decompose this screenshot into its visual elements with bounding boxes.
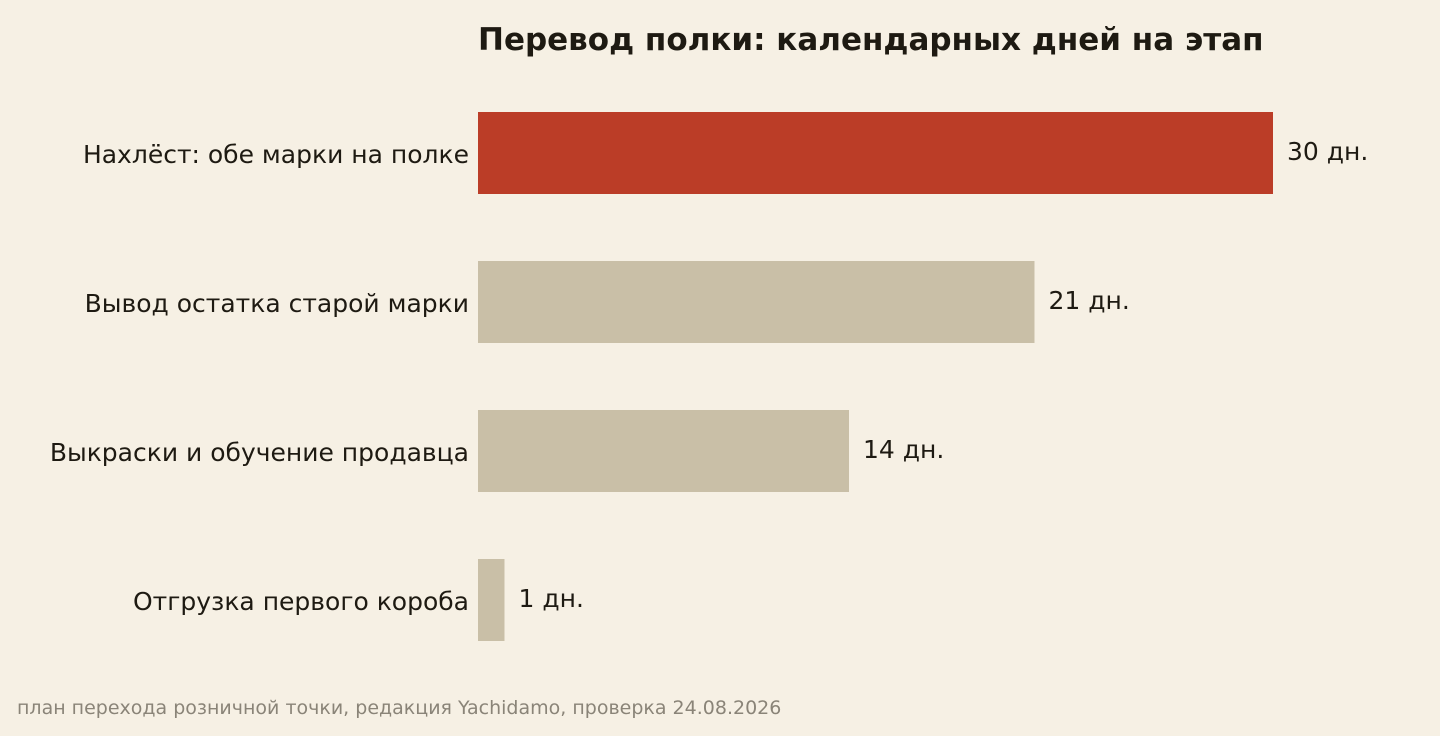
category-label-3: Отгрузка первого короба [133, 587, 469, 616]
chart-title: Перевод полки: календарных дней на этап [478, 22, 1264, 58]
source-note: план перехода розничной точки, редакция … [17, 697, 781, 719]
value-label-3: 1 дн. [519, 584, 584, 613]
bars-group: Нахлёст: обе марки на полке 30 дн. Вывод о… [50, 112, 1368, 641]
category-label-2: Выкраски и обучение продавца [50, 438, 469, 467]
value-label-0: 30 дн. [1287, 137, 1368, 166]
category-label-0: Нахлёст: обе марки на полке [83, 140, 469, 169]
category-label-1: Вывод остатка старой марки [85, 289, 469, 318]
bar-3 [478, 559, 505, 641]
value-label-1: 21 дн. [1049, 286, 1130, 315]
bar-1 [478, 261, 1035, 343]
bar-2 [478, 410, 849, 492]
bar-0 [478, 112, 1273, 194]
value-label-2: 14 дн. [863, 435, 944, 464]
